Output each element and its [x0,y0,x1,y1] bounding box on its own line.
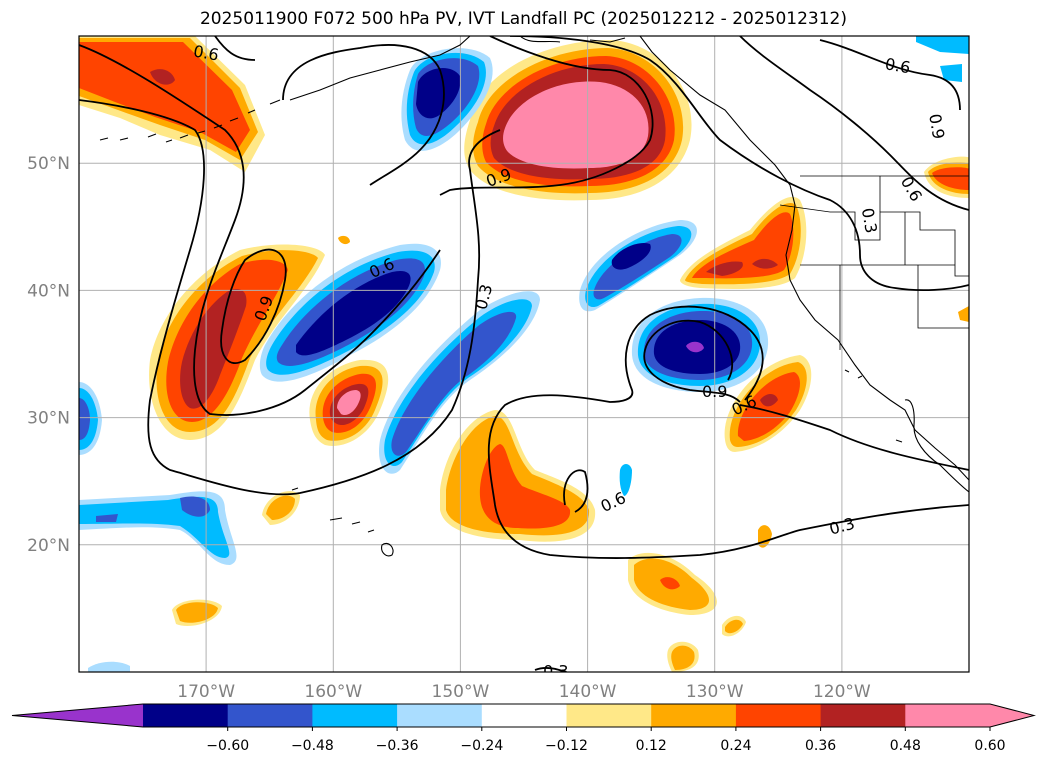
contour-label: 0.3 [543,662,568,681]
colorbar-tick-label: −0.24 [460,738,503,754]
lat-tick-label: 50°N [27,154,70,174]
contours [79,36,969,672]
negative-anomaly-northeast-pacific [579,220,697,312]
positive-anomaly-east-edge [924,156,969,198]
colorbar-bin [227,704,313,727]
lon-tick-label: 150°W [432,682,490,702]
negative-anomaly-diagonal [379,291,540,474]
contour-label: 0.6 [192,41,220,64]
positive-anomaly-subtropical [440,410,596,542]
contour-label: 0.9 [925,112,948,140]
colorbar-tick-label: 0.48 [890,738,921,754]
colorbar-tick-label: 0.60 [974,738,1005,754]
latitude-tick-labels: 20°N 30°N 40°N 50°N [27,154,70,556]
colorbar-bin [312,704,398,727]
contour-label-text: 0.6 [884,54,912,77]
colorbar-tick-label: −0.12 [545,738,588,754]
lon-tick-label: 170°W [177,682,235,702]
positive-anomaly-west [149,244,325,440]
positive-anomaly-small-blobs [88,235,969,672]
colorbar-bin [651,704,737,727]
colorbar-tick-label: 0.36 [805,738,836,754]
positive-anomaly-offshore [680,196,807,289]
colorbar-bin-high [905,704,990,727]
contour-label-text: 0.9 [925,112,948,140]
map-panel: 0.60.60.90.60.30.90.60.9 0.30.9 0.60.60.30… [78,35,970,681]
colorbar-tick-label: −0.36 [376,738,419,754]
lon-tick-label: 120°W [813,682,871,702]
colorbar-tick-label: −0.60 [206,738,249,754]
colorbar-outline [11,703,1036,728]
colorbar: −0.60 −0.48 −0.36 −0.24 −0.12 0.12 0.24 0.36 0.4… [11,703,1036,754]
colorbar-bin [143,704,229,727]
colorbar-tick-label: 0.12 [636,738,667,754]
lon-tick-label: 130°W [686,682,744,702]
colorbar-tick-label: 0.24 [720,738,751,754]
contour-label-text: 0.3 [858,206,881,234]
colorbar-extend-low [12,704,143,727]
negative-anomaly-ne-corner [916,36,969,82]
coastlines [99,36,969,557]
colorbar-bin [481,704,567,727]
negative-anomaly-north [401,48,493,151]
colorbar-bin [735,704,822,727]
contour-label-text: 0.9 [702,382,727,401]
positive-anomaly-nw [79,36,265,172]
colorbar-extend-high [990,704,1034,727]
lon-tick-label: 140°W [559,682,617,702]
lat-tick-label: 30°N [27,409,70,429]
gridlines [79,36,969,672]
positive-anomaly-southeast [724,355,812,452]
colorbar-bin [820,704,906,727]
colorbar-bin [566,704,652,727]
contour-label: 0.3 [858,206,881,234]
contour-label: 0.9 [702,382,727,401]
positive-anomaly-small-center [309,359,389,446]
negative-anomaly-west-edge [79,382,102,455]
lat-tick-label: 40°N [27,281,70,301]
longitude-tick-labels: 170°W 160°W 150°W 140°W 130°W 120°W [177,682,871,702]
lat-tick-label: 20°N [27,536,70,556]
lon-tick-label: 160°W [304,682,362,702]
contour-label: 0.6 [884,54,912,77]
contour-label-text: 0.3 [543,662,568,681]
map-title: 2025011900 F072 500 hPa PV, IVT Landfall… [199,9,847,29]
negative-anomaly-southwest [79,491,237,565]
colorbar-tick-label: −0.48 [291,738,334,754]
political-borders [779,175,969,350]
negative-anomaly-central-band [259,243,441,382]
contour-label-text: 0.6 [192,41,220,64]
colorbar-bin [397,704,483,727]
